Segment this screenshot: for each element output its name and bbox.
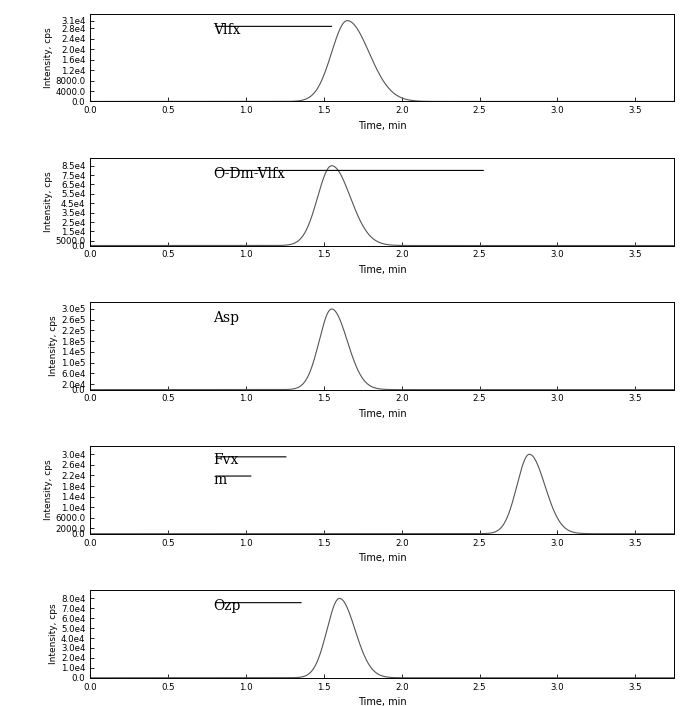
- Y-axis label: Intensity, cps: Intensity, cps: [44, 460, 53, 520]
- Text: Vlfx: Vlfx: [213, 23, 240, 37]
- X-axis label: Time, min: Time, min: [358, 698, 407, 706]
- X-axis label: Time, min: Time, min: [358, 265, 407, 275]
- Text: Fvx: Fvx: [213, 453, 238, 467]
- X-axis label: Time, min: Time, min: [358, 409, 407, 419]
- Y-axis label: Intensity, cps: Intensity, cps: [49, 316, 58, 376]
- Text: Asp: Asp: [213, 311, 239, 325]
- Y-axis label: Intensity, cps: Intensity, cps: [49, 604, 58, 664]
- X-axis label: Time, min: Time, min: [358, 553, 407, 563]
- Text: m: m: [213, 472, 226, 486]
- X-axis label: Time, min: Time, min: [358, 121, 407, 131]
- Y-axis label: Intensity, cps: Intensity, cps: [44, 28, 53, 88]
- Text: Ozp: Ozp: [213, 599, 240, 614]
- Y-axis label: Intensity, cps: Intensity, cps: [44, 172, 53, 232]
- Text: O-Dm-Vlfx: O-Dm-Vlfx: [213, 167, 285, 181]
